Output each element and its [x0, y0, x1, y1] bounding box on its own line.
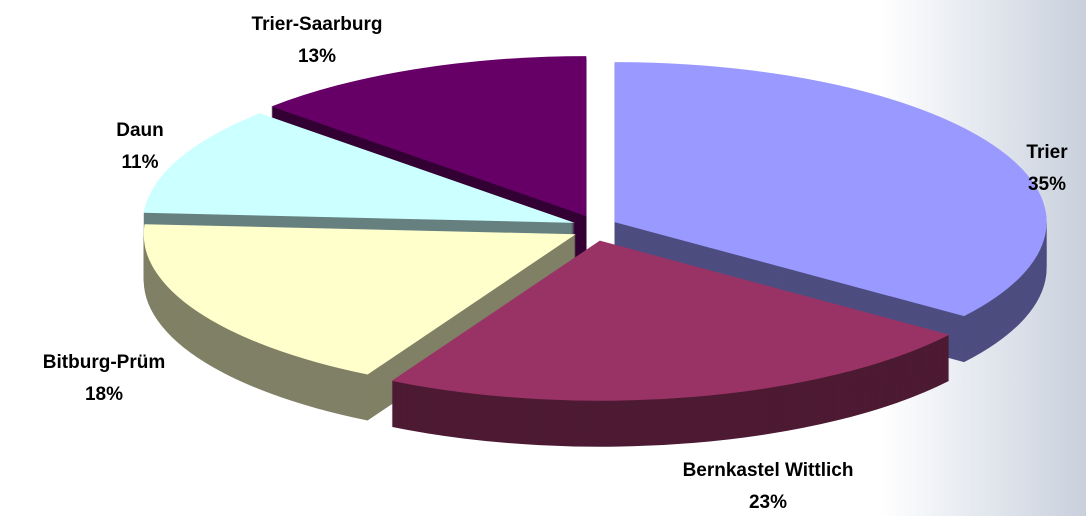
slice-label: Trier-Saarburg [252, 14, 383, 35]
slice-value-label: 11% [122, 152, 159, 173]
slice-value-label: 13% [298, 46, 336, 67]
slice [143, 224, 576, 375]
slice-label: Bernkastel Wittlich [683, 460, 854, 481]
slice [391, 240, 950, 401]
slice-value-label: 23% [749, 492, 787, 513]
slice-value-label: 18% [85, 384, 123, 405]
slice-label: Trier [1026, 142, 1068, 163]
slice-label: Bitburg-Prüm [43, 352, 165, 373]
slice-value-label: 35% [1028, 174, 1066, 195]
slice [614, 62, 1047, 317]
slice [143, 113, 575, 223]
slice-label: Daun [116, 120, 164, 141]
slice [271, 56, 587, 217]
